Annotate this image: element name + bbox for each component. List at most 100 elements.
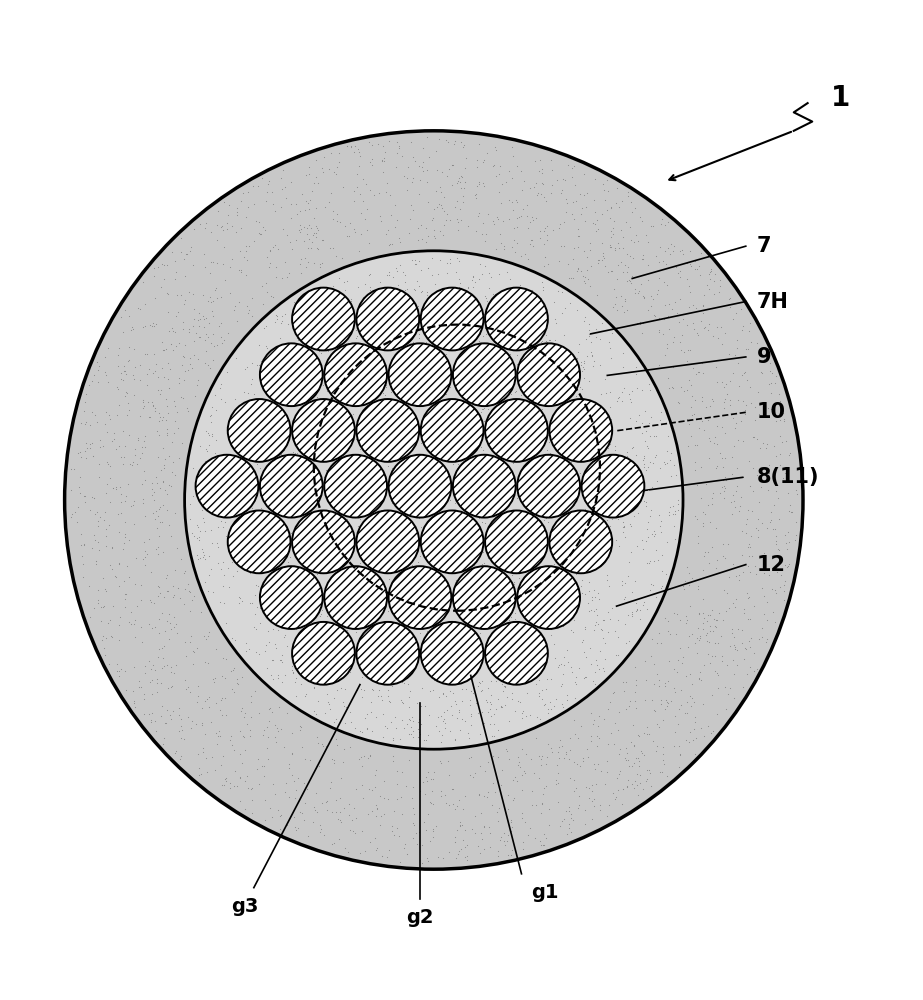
Point	[220, 509, 234, 525]
Point	[548, 490, 563, 506]
Point	[355, 171, 370, 187]
Point	[594, 315, 609, 331]
Point	[201, 315, 216, 331]
Point	[405, 202, 420, 218]
Point	[607, 438, 622, 454]
Point	[462, 605, 476, 621]
Point	[332, 145, 347, 161]
Point	[288, 822, 303, 838]
Point	[93, 613, 108, 629]
Point	[384, 409, 399, 425]
Point	[455, 693, 470, 709]
Point	[653, 696, 668, 712]
Point	[593, 621, 608, 637]
Point	[539, 681, 554, 697]
Point	[504, 685, 519, 701]
Point	[330, 711, 344, 727]
Point	[742, 315, 757, 331]
Point	[576, 401, 591, 417]
Point	[208, 762, 222, 778]
Point	[441, 367, 456, 383]
Point	[201, 437, 216, 453]
Point	[311, 222, 326, 238]
Point	[429, 446, 444, 462]
Point	[369, 386, 384, 402]
Point	[636, 315, 651, 331]
Point	[157, 257, 172, 273]
Point	[645, 577, 660, 593]
Point	[583, 334, 598, 350]
Point	[411, 232, 426, 248]
Point	[326, 526, 341, 542]
Point	[660, 768, 675, 784]
Point	[535, 786, 550, 802]
Point	[272, 519, 287, 535]
Point	[406, 488, 421, 504]
Point	[521, 393, 535, 409]
Point	[473, 565, 488, 581]
Point	[410, 490, 425, 506]
Point	[729, 657, 744, 673]
Point	[213, 728, 228, 744]
Point	[463, 380, 478, 396]
Point	[525, 783, 540, 799]
Point	[580, 417, 594, 433]
Point	[198, 523, 212, 539]
Point	[626, 717, 641, 733]
Point	[203, 294, 218, 310]
Point	[265, 552, 280, 568]
Point	[633, 209, 648, 225]
Point	[467, 625, 482, 641]
Point	[473, 675, 487, 691]
Point	[378, 583, 392, 599]
Point	[506, 528, 521, 544]
Point	[307, 225, 322, 241]
Point	[569, 406, 584, 422]
Point	[239, 417, 254, 433]
Point	[327, 635, 342, 651]
Point	[158, 451, 173, 467]
Point	[669, 467, 684, 483]
Point	[364, 694, 378, 710]
Point	[629, 603, 643, 619]
Point	[689, 366, 703, 382]
Point	[566, 251, 581, 267]
Point	[661, 695, 676, 711]
Point	[166, 323, 181, 339]
Point	[773, 446, 787, 462]
Point	[761, 400, 775, 416]
Point	[703, 725, 718, 741]
Point	[557, 419, 571, 435]
Point	[293, 217, 307, 233]
Point	[757, 545, 772, 561]
Point	[214, 219, 229, 235]
Point	[625, 268, 640, 284]
Point	[660, 428, 675, 444]
Point	[287, 809, 302, 825]
Point	[404, 462, 419, 478]
Circle shape	[324, 343, 387, 406]
Point	[728, 568, 743, 584]
Point	[411, 650, 426, 666]
Point	[168, 308, 183, 324]
Point	[345, 461, 360, 477]
Point	[402, 689, 416, 705]
Point	[509, 347, 524, 363]
Point	[438, 715, 453, 731]
Point	[262, 465, 277, 481]
Point	[485, 302, 499, 318]
Point	[118, 586, 133, 602]
Point	[625, 776, 640, 792]
Point	[535, 366, 550, 382]
Point	[464, 706, 479, 722]
Point	[505, 517, 520, 533]
Point	[512, 575, 527, 591]
Point	[434, 536, 449, 552]
Point	[564, 659, 579, 675]
Point	[713, 272, 727, 288]
Point	[244, 508, 258, 524]
Point	[664, 236, 678, 252]
Point	[696, 297, 711, 313]
Point	[405, 174, 420, 190]
Point	[458, 839, 473, 855]
